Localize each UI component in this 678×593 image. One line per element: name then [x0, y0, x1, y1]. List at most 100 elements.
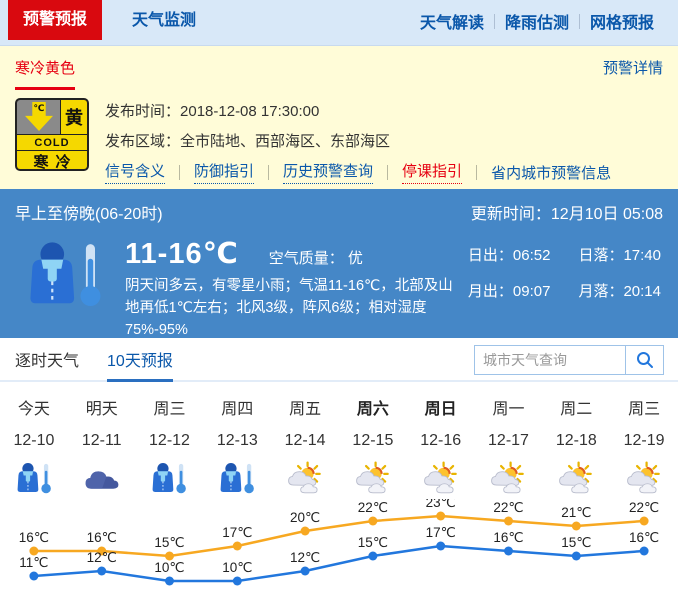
link-class-suspension-guide[interactable]: 停课指引	[402, 160, 463, 184]
forecast-tab-bar: 逐时天气 10天预报	[0, 338, 678, 382]
forecast-day-column[interactable]: 今天 12-10	[0, 382, 68, 499]
day-name: 周五	[289, 401, 322, 418]
chart-point-label: 16℃	[493, 530, 523, 545]
day-date: 12-14	[284, 432, 326, 449]
warning-code-label: COLD	[17, 135, 87, 150]
chart-point-label: 15℃	[154, 535, 184, 550]
forecast-day-column[interactable]: 明天 12-11	[68, 382, 136, 499]
chart-line	[33, 514, 645, 558]
chart-point	[504, 546, 513, 556]
chart-point	[504, 516, 513, 526]
chart-point-label: 22℃	[629, 500, 659, 515]
cold-icon	[220, 463, 255, 494]
weather-icon	[0, 459, 68, 499]
day-name: 周六	[356, 401, 389, 418]
search-button[interactable]	[626, 345, 664, 375]
chart-point	[29, 571, 39, 581]
weather-icon	[610, 459, 678, 499]
sunrise-time: 日出：06:52	[467, 247, 551, 264]
weather-icon	[68, 459, 136, 499]
forecast-day-column[interactable]: 周六 12-15	[339, 382, 407, 499]
day-name: 周三	[628, 401, 661, 418]
nav-link-weather-interpretation[interactable]: 天气解读	[419, 15, 484, 32]
chart-point-label: 16℃	[87, 530, 117, 545]
chart-point-label: 16℃	[19, 530, 49, 545]
warning-details-link[interactable]: 预警详情	[602, 60, 663, 77]
chart-point	[436, 511, 446, 521]
forecast-day-column[interactable]: 周四 12-13	[203, 382, 271, 499]
publish-area-row: 发布区域：全市陆地、西部海区、东部海区	[105, 133, 391, 150]
publish-time-row: 发布时间：2018-12-08 17:30:00	[105, 103, 320, 120]
weather-icon	[136, 459, 204, 499]
city-search-input[interactable]	[474, 345, 626, 375]
chart-point	[571, 521, 581, 531]
update-time: 更新时间：12月10日 05:08	[470, 206, 663, 223]
day-date: 12-12	[149, 432, 190, 449]
moonset-time: 月落：20:14	[578, 283, 661, 300]
cold-icon	[153, 463, 187, 494]
sun-behind-clouds-icon	[423, 461, 457, 494]
link-warning-history[interactable]: 历史预警查询	[283, 160, 374, 184]
current-weather-panel: 早上至傍晚(06-20时) 更新时间：12月10日 05:08 11-16℃ 空…	[0, 189, 678, 338]
chart-point	[300, 566, 310, 576]
temperature-trend-chart: 16℃ 16℃ 15℃ 17℃ 20℃ 22℃ 23℃ 22℃ 21℃ 22℃ 11℃ 12℃ 10℃ 1…	[19, 499, 659, 586]
weather-icon	[203, 459, 271, 499]
tab-10day-forecast[interactable]: 10天预报	[107, 338, 173, 382]
nav-tab-weather-monitor[interactable]: 天气监测	[132, 12, 197, 29]
day-date: 12-16	[420, 432, 462, 449]
divider	[493, 13, 495, 29]
day-date: 12-13	[216, 432, 258, 449]
chart-point	[639, 516, 649, 526]
chart-point-label: 17℃	[426, 525, 456, 540]
city-search	[474, 345, 664, 375]
top-nav: 预警预报 天气监测 天气解读 降雨估测 网格预报	[0, 0, 678, 46]
cold-icon	[17, 463, 51, 494]
divider	[179, 164, 181, 180]
chart-point	[639, 546, 649, 556]
nav-link-grid-forecast[interactable]: 网格预报	[589, 15, 654, 32]
chart-point	[97, 546, 107, 556]
weather-icon	[475, 459, 543, 499]
link-defense-guide[interactable]: 防御指引	[194, 160, 255, 184]
chart-point	[368, 516, 378, 526]
chart-point-label: 12℃	[290, 550, 320, 565]
chart-point	[436, 541, 446, 551]
warning-name-label: 寒冷	[17, 151, 87, 169]
day-name: 周一	[492, 401, 525, 418]
forecast-day-column[interactable]: 周日 12-16	[407, 382, 475, 499]
chart-point-label: 22℃	[358, 500, 388, 515]
chart-point-label: 11℃	[19, 555, 48, 570]
chart-point	[165, 576, 174, 586]
day-date: 12-19	[623, 432, 665, 449]
publish-area-value: 全市陆地、西部海区、东部海区	[180, 133, 391, 150]
day-name: 今天	[17, 401, 50, 418]
chart-point	[232, 576, 242, 586]
air-quality: 空气质量： 优	[268, 250, 363, 267]
moonrise-time: 月出：09:07	[467, 283, 551, 300]
chart-point	[232, 541, 242, 551]
day-name: 周四	[221, 401, 254, 418]
cold-coat-thermometer-icon	[30, 242, 101, 306]
nav-tab-warning-forecast[interactable]: 预警预报	[8, 0, 103, 40]
day-date: 12-17	[488, 432, 529, 449]
sun-behind-clouds-icon	[559, 461, 593, 494]
chart-point	[97, 566, 107, 576]
tab-hourly-weather[interactable]: 逐时天气	[15, 353, 80, 370]
forecast-day-column[interactable]: 周五 12-14	[271, 382, 339, 499]
top-nav-links: 天气解读 降雨估测 网格预报	[410, 0, 678, 42]
forecast-day-column[interactable]: 周三 12-19	[610, 382, 678, 499]
nav-link-rain-estimate[interactable]: 降雨估测	[504, 15, 569, 32]
chart-point-label: 17℃	[222, 525, 252, 540]
chart-point-label: 12℃	[87, 550, 117, 565]
day-name: 周二	[560, 401, 593, 418]
forecast-day-column[interactable]: 周一 12-17	[475, 382, 543, 499]
warning-band: 寒冷黄色 预警详情 ℃ 黄 COLD 寒冷 发布时间：2018-12-08 17…	[0, 46, 678, 189]
forecast-day-column[interactable]: 周二 12-18	[542, 382, 610, 499]
link-signal-meaning[interactable]: 信号含义	[105, 160, 166, 184]
link-province-city-warnings[interactable]: 省内城市预警信息	[491, 164, 612, 182]
cold-coat-thermometer-icon	[25, 236, 105, 316]
forecast-day-column[interactable]: 周三 12-12	[136, 382, 204, 499]
divider	[578, 13, 580, 29]
day-date: 12-15	[352, 432, 394, 449]
warning-title: 寒冷黄色	[15, 57, 76, 90]
